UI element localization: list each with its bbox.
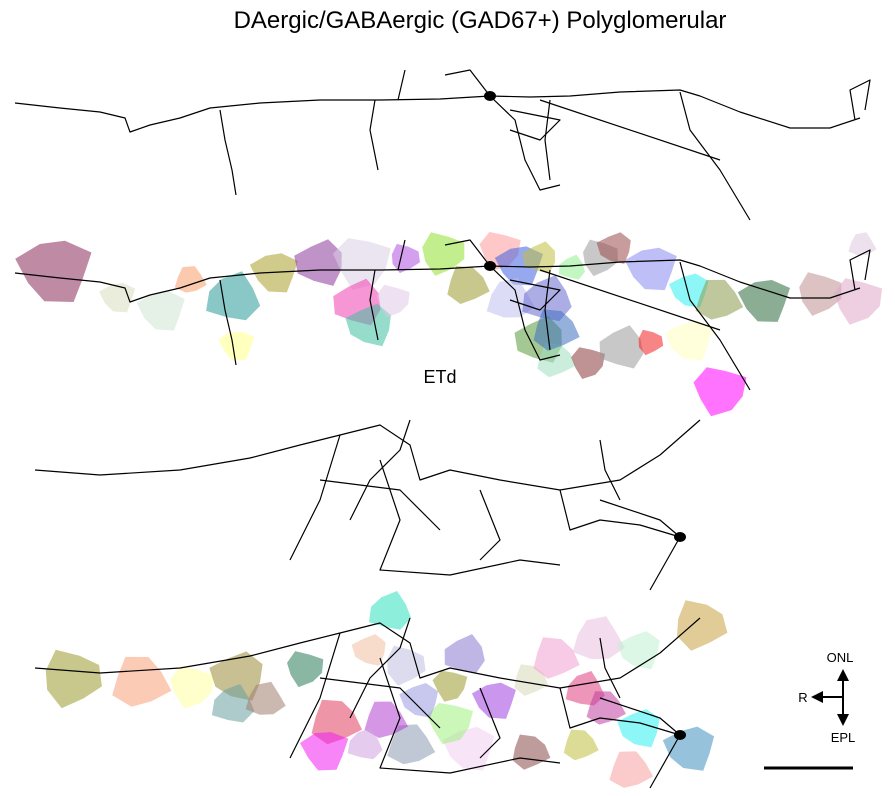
neurite <box>560 490 680 537</box>
glomerulus <box>294 239 342 286</box>
soma <box>674 532 686 542</box>
glomerulus <box>513 735 551 770</box>
neurite <box>290 435 340 560</box>
neurite <box>540 100 720 160</box>
glomerulus <box>609 751 653 788</box>
neurite <box>380 460 560 575</box>
neurite <box>35 420 700 490</box>
glomerulus <box>625 248 677 290</box>
glomerulus <box>387 646 426 686</box>
neurite <box>510 110 560 140</box>
glomerulus <box>571 347 605 379</box>
glomerulus <box>694 367 747 416</box>
neurite <box>15 90 860 132</box>
neurite <box>370 100 378 170</box>
soma <box>484 91 496 101</box>
glomerulus <box>392 244 420 273</box>
glomerulus <box>447 266 489 304</box>
neurite <box>480 490 500 560</box>
orientation-left: R <box>798 690 807 705</box>
glomeruli-bottom <box>46 591 728 788</box>
orientation-up: ONL <box>827 650 854 665</box>
neuron-bottom <box>35 420 700 590</box>
orientation-compass <box>811 669 849 726</box>
glomerulus <box>287 651 323 687</box>
neurite <box>320 480 440 530</box>
glomerulus <box>112 657 171 707</box>
glomerulus <box>677 600 727 651</box>
neuron-top <box>15 70 870 220</box>
arrow-left <box>811 691 823 703</box>
glomerulus <box>472 683 516 719</box>
glomerulus <box>617 631 660 669</box>
glomerulus <box>99 283 135 313</box>
neurite <box>445 70 490 96</box>
arrow-up <box>837 669 849 681</box>
soma <box>484 261 496 271</box>
glomerulus <box>534 637 580 679</box>
orientation-down: EPL <box>831 730 856 745</box>
glomerulus <box>15 241 91 302</box>
neurite <box>545 100 550 180</box>
glomerulus <box>433 671 468 702</box>
glomerulus <box>848 232 876 255</box>
figure: DAergic/GABAergic (GAD67+) Polyglomerula… <box>0 0 895 796</box>
neurite <box>600 440 620 500</box>
neurite <box>350 420 410 520</box>
figure-title: DAergic/GABAergic (GAD67+) Polyglomerula… <box>234 7 727 34</box>
glomerulus <box>665 320 712 361</box>
neurite <box>398 70 405 100</box>
glomeruli-top <box>15 232 882 416</box>
glomerulus <box>834 278 882 325</box>
neurite <box>850 80 870 120</box>
glomerulus <box>218 332 254 361</box>
glomerulus <box>564 730 599 761</box>
neurite <box>220 110 236 195</box>
glomerulus <box>170 666 214 709</box>
glomerulus <box>46 650 102 709</box>
glomerulus <box>663 727 714 771</box>
soma <box>674 730 686 740</box>
neurite <box>600 500 680 590</box>
glomerulus <box>300 732 348 770</box>
glomerulus <box>206 271 260 320</box>
panel-label: ETd <box>423 367 456 387</box>
arrow-down <box>837 714 849 726</box>
glomerulus <box>738 280 790 322</box>
glomerulus <box>559 255 585 280</box>
glomerulus <box>573 616 625 659</box>
glomerulus <box>600 325 644 368</box>
